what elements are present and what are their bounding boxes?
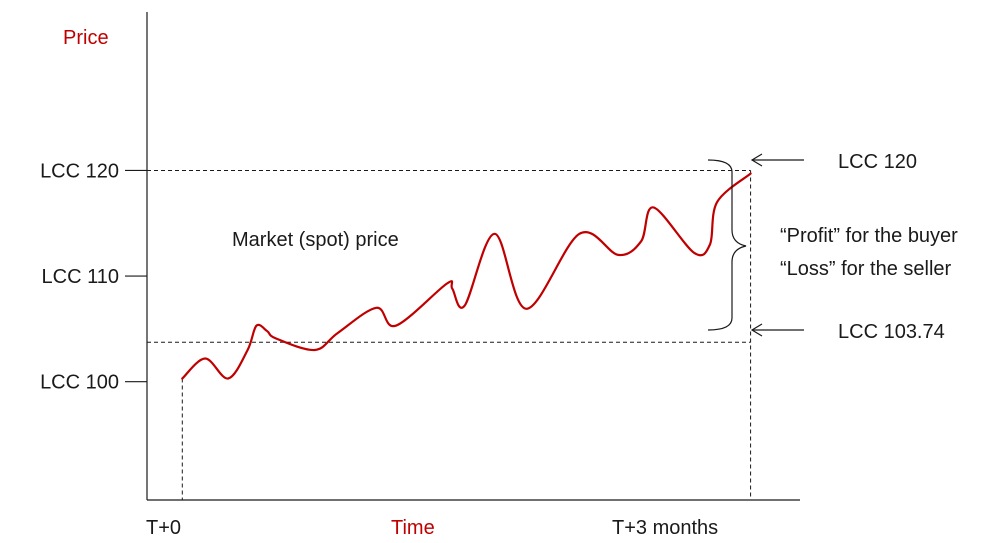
lower-arrow-icon bbox=[750, 323, 804, 337]
reference-lines bbox=[147, 169, 752, 500]
y-tick-label: LCC 100 bbox=[40, 372, 119, 394]
range-brace bbox=[707, 159, 747, 331]
y-tick-label: LCC 110 bbox=[42, 266, 119, 288]
spot-price-series-line bbox=[181, 172, 752, 380]
profit-annotation: “Profit” for the buyer bbox=[780, 225, 958, 247]
y-axis-title: Price bbox=[63, 27, 109, 49]
x-axis-title: Time bbox=[391, 517, 435, 539]
x-tick-label-start: T+0 bbox=[146, 517, 181, 539]
series-group bbox=[181, 172, 752, 380]
loss-annotation: “Loss” for the seller bbox=[780, 258, 952, 280]
upper-arrow-icon bbox=[750, 153, 804, 167]
lower-value-annotation: LCC 103.74 bbox=[838, 321, 945, 343]
x-tick-label-end: T+3 months bbox=[612, 517, 718, 539]
y-tick-label: LCC 120 bbox=[40, 160, 119, 182]
labels-group: Price Time T+0 T+3 months Market (spot) … bbox=[63, 27, 958, 539]
series-label: Market (spot) price bbox=[232, 229, 399, 251]
axes: LCC 100 LCC 110 LCC 120 bbox=[40, 12, 800, 501]
upper-value-annotation: LCC 120 bbox=[838, 151, 917, 173]
